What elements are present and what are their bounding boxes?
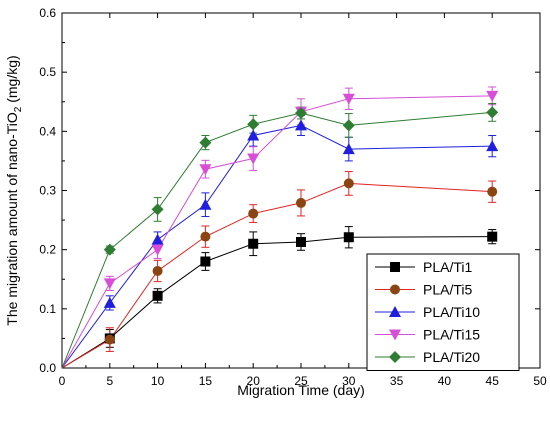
axes: [61, 12, 541, 369]
series-line-PLA/Ti5: [61, 182, 493, 369]
marker-diamond: [103, 243, 116, 256]
y-tick-label: 0.0: [39, 361, 56, 375]
x-tick-label: 35: [390, 374, 404, 388]
y-axis-title-suffix: (mg/kg): [4, 55, 20, 106]
marker-triangle-up: [342, 143, 355, 155]
marker-triangle-down: [342, 93, 355, 105]
x-tick-label: 5: [106, 374, 113, 388]
marker-triangle-up: [389, 306, 401, 317]
marker-triangle-up: [103, 296, 116, 308]
marker-circle: [152, 265, 163, 276]
y-tick-label: 0.2: [39, 243, 56, 257]
x-tick-label: 45: [486, 374, 500, 388]
series-line-PLA/Ti10: [61, 124, 493, 369]
y-axis-title-subscript: 2: [13, 106, 24, 112]
marker-square: [152, 290, 163, 301]
marker-diamond: [486, 106, 499, 119]
x-tick-label: 40: [438, 374, 452, 388]
marker-square: [200, 256, 211, 267]
marker-square: [343, 232, 354, 243]
y-axis-title: The migration amount of nano-TiO2 (mg/kg…: [4, 55, 24, 325]
y-tick-label: 0.3: [39, 184, 56, 198]
x-axis-title: Migration Time (day): [237, 382, 365, 398]
x-tick-label: 50: [533, 374, 547, 388]
marker-circle: [343, 178, 354, 189]
marker-triangle-up: [151, 233, 164, 245]
y-tick-label: 0.6: [39, 6, 56, 20]
marker-circle: [104, 334, 115, 345]
marker-triangle-down: [199, 164, 212, 176]
legend-label: PLA/Ti20: [423, 349, 480, 365]
marker-triangle-down: [151, 244, 164, 256]
x-tick-label: 10: [151, 374, 165, 388]
marker-diamond: [247, 118, 260, 131]
x-tick-label: 30: [342, 374, 356, 388]
marker-triangle-down: [103, 278, 116, 290]
marker-circle: [200, 231, 211, 242]
marker-square: [296, 236, 306, 247]
marker-circle: [487, 186, 498, 197]
series-lines: [61, 95, 493, 369]
x-tick-label: 25: [294, 374, 308, 388]
series-line-PLA/Ti15: [61, 95, 493, 369]
marker-square: [487, 231, 498, 242]
marker-diamond: [199, 136, 212, 149]
x-tick-label: 20: [247, 374, 261, 388]
y-tick-label: 0.5: [39, 65, 56, 79]
marker-triangle-up: [295, 119, 307, 131]
legend-label: PLA/Ti1: [423, 259, 472, 275]
legend-label: PLA/Ti15: [423, 327, 480, 343]
y-tick-label: 0.1: [39, 302, 56, 316]
marker-circle: [248, 208, 259, 219]
marker-diamond: [151, 203, 164, 216]
marker-triangle-up: [199, 198, 212, 210]
series-line-PLA/Ti20: [61, 111, 493, 369]
marker-triangle-down: [247, 153, 260, 165]
marker-triangle-up: [486, 140, 499, 152]
marker-triangle-up: [247, 129, 260, 141]
marker-diamond: [342, 119, 355, 132]
legend-label: PLA/Ti10: [423, 304, 480, 320]
series-markers: [103, 90, 499, 345]
x-tick-label: 0: [59, 374, 66, 388]
marker-triangle-down: [486, 90, 499, 102]
marker-square: [248, 238, 259, 249]
marker-diamond: [389, 351, 401, 363]
legend: PLA/Ti1 PLA/Ti5 PLA/Ti10 PLA/Ti15 PLA/Ti20: [366, 253, 520, 371]
marker-diamond: [295, 106, 307, 119]
series-line-PLA/Ti1: [61, 236, 493, 369]
marker-circle: [296, 197, 306, 208]
marker-square: [390, 262, 400, 272]
y-axis-title-prefix: The migration amount of nano-TiO: [4, 112, 20, 326]
legend-label: PLA/Ti5: [423, 282, 472, 298]
y-tick-label: 0.4: [39, 124, 56, 138]
x-tick-label: 15: [199, 374, 213, 388]
marker-triangle-down: [389, 329, 401, 341]
marker-circle: [390, 284, 400, 295]
tick-labels: 0 5 10 15 20 25 30 35 40 45 50 0.0 0.1 0.2 0.3 0.4 0.5 0.…: [39, 6, 547, 388]
